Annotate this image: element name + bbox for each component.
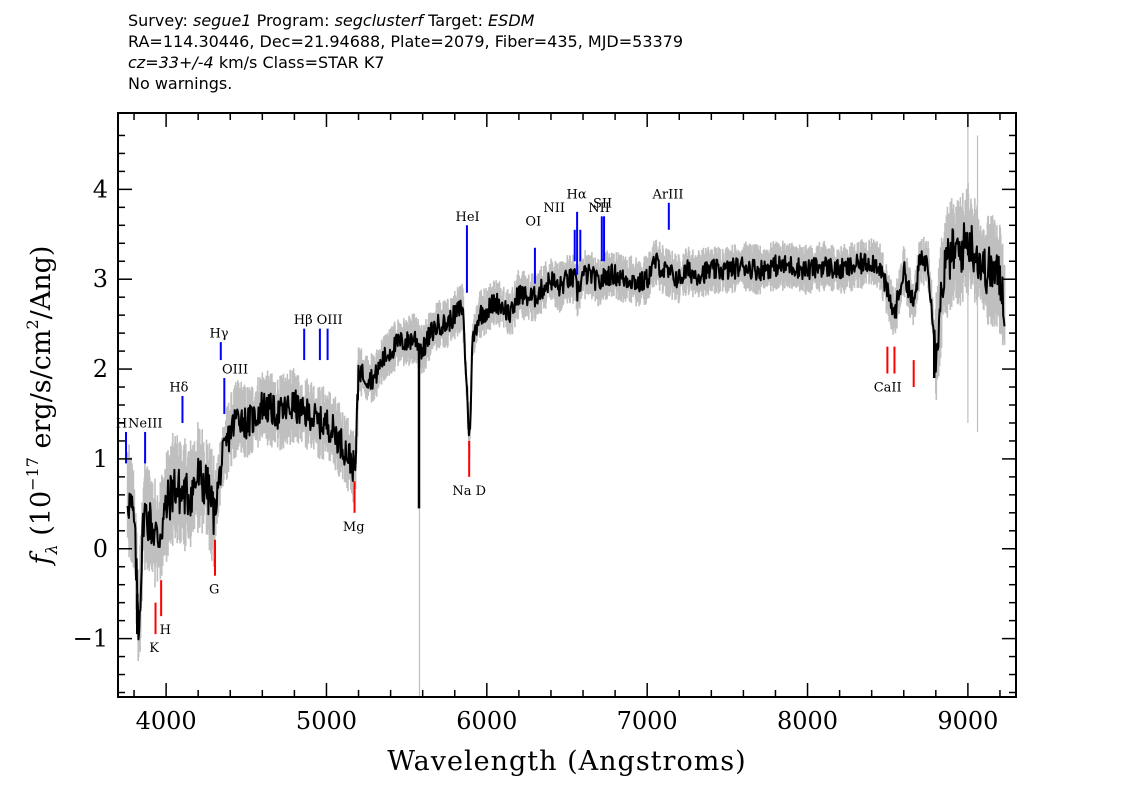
warnings-text: No warnings. bbox=[128, 74, 233, 93]
x-axis-label: Wavelength (Angstroms) bbox=[387, 746, 746, 777]
program-value: segclusterf bbox=[334, 11, 423, 30]
axes: 4000 5000 6000 7000 8000 9000 −1 0 1 2 3 4 bbox=[73, 112, 1017, 735]
survey-label: Survey: bbox=[128, 11, 188, 30]
header-line-2: RA=114.30446, Dec=21.94688, Plate=2079, … bbox=[128, 32, 684, 51]
x-tick-label: 9000 bbox=[937, 707, 998, 735]
emission-line-label: Hβ bbox=[294, 313, 313, 328]
emission-line-label: OI bbox=[525, 214, 541, 229]
emission-line-label: NII bbox=[588, 201, 610, 216]
emission-line-label: Hα bbox=[567, 187, 587, 202]
y-axis-label: fλ (10−17 erg/s/cm2/Ang) bbox=[23, 246, 61, 567]
y-tick-label: 3 bbox=[93, 265, 108, 293]
emission-line-label: Hγ bbox=[209, 327, 228, 342]
emission-line-label: ArIII bbox=[652, 187, 684, 202]
target-value: ESDM bbox=[488, 11, 535, 30]
y-tick-label: 0 bbox=[93, 535, 108, 563]
absorption-line-label: Na D bbox=[452, 484, 486, 499]
survey-value: segue1 bbox=[192, 11, 252, 30]
emission-line-label: SII bbox=[593, 196, 612, 211]
program-label: Program: bbox=[256, 11, 330, 30]
redshift-value: cz=33+/-4 bbox=[128, 53, 214, 72]
emission-line-label: OIII bbox=[317, 313, 343, 328]
y-tick-label: 2 bbox=[93, 355, 108, 383]
spectrum-path bbox=[126, 222, 1006, 641]
x-tick-label: 8000 bbox=[777, 707, 838, 735]
target-label: Target: bbox=[428, 11, 483, 30]
header-line-1: Survey: segue1 Program: segclusterf Targ… bbox=[128, 10, 683, 31]
x-tick-label: 6000 bbox=[456, 707, 517, 735]
emission-line-label: H bbox=[116, 416, 127, 431]
y-tick-label: 1 bbox=[93, 445, 108, 473]
x-tick-label: 7000 bbox=[617, 707, 678, 735]
spectrum-line bbox=[126, 222, 1006, 641]
emission-line-label: OIII bbox=[222, 363, 248, 378]
absorption-line-label: K bbox=[149, 641, 159, 656]
class-value: km/s Class=STAR K7 bbox=[218, 53, 385, 72]
emission-line-label: Hδ bbox=[169, 381, 188, 396]
emission-line-label: HeI bbox=[455, 210, 479, 225]
x-tick-label: 5000 bbox=[296, 707, 357, 735]
y-tick-label: −1 bbox=[73, 625, 108, 653]
absorption-line-label: H bbox=[160, 623, 171, 638]
header-line-3: cz=33+/-4 km/s Class=STAR K7 bbox=[128, 52, 683, 73]
absorption-line-label: G bbox=[209, 583, 219, 598]
spectrum-header: Survey: segue1 Program: segclusterf Targ… bbox=[128, 10, 683, 94]
emission-line-label: NII bbox=[543, 201, 565, 216]
absorption-line-label: CaII bbox=[874, 381, 902, 396]
absorption-line-label: Mg bbox=[343, 520, 365, 535]
emission-line-label: NeIII bbox=[128, 416, 162, 431]
x-tick-label: 4000 bbox=[136, 707, 197, 735]
y-tick-label: 4 bbox=[93, 175, 108, 203]
